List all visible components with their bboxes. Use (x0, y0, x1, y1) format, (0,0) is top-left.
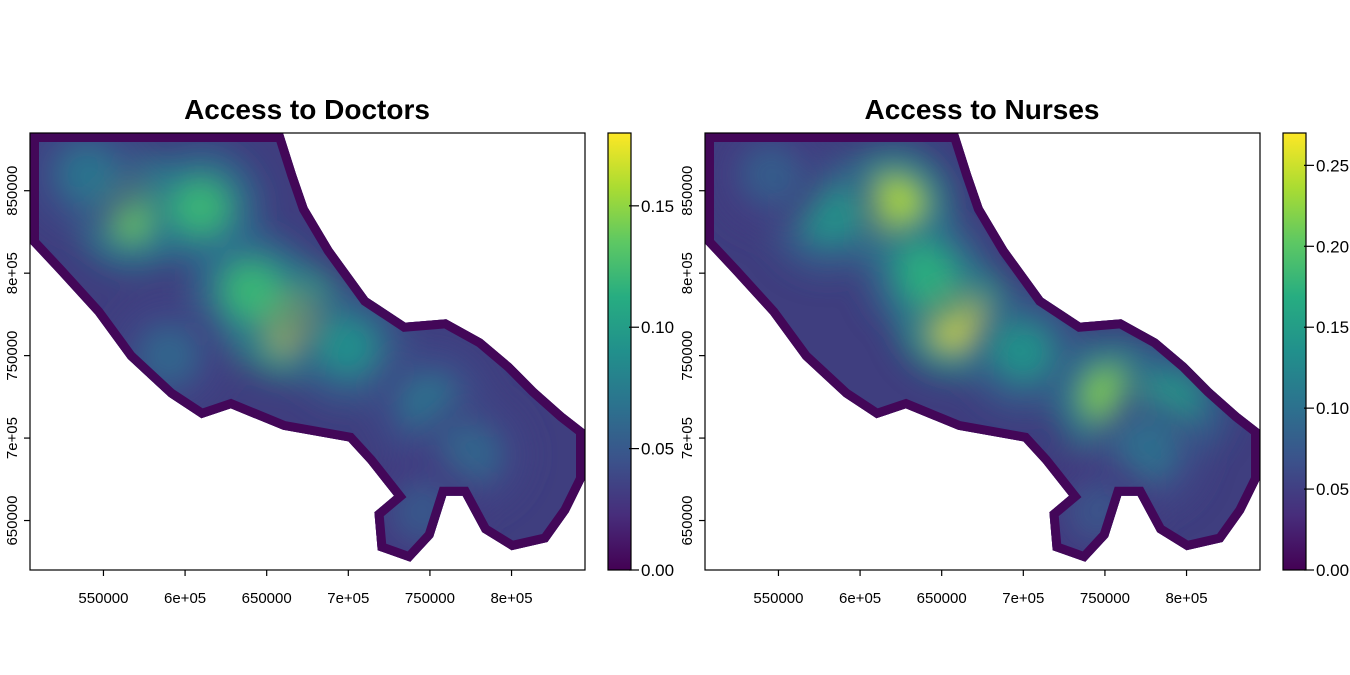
colorbar: 0.00 0.05 0.10 0.15 0.20 0.25 (1282, 132, 1349, 580)
panel-nurses: Access to Nurses 550000 6e+05 650000 7e+05 7… (679, 94, 1349, 607)
colorbar-tick-label: 0.05 (641, 440, 674, 459)
x-axis: 550000 6e+05 650000 7e+05 750000 8e+05 (78, 570, 533, 607)
chart-title: Access to Nurses (864, 94, 1099, 125)
chart-title: Access to Doctors (184, 94, 430, 125)
region-fill (705, 133, 1260, 562)
hotspot (171, 177, 232, 238)
x-tick-label: 750000 (405, 590, 455, 607)
x-tick-label: 7e+05 (1002, 590, 1044, 607)
hotspot (318, 317, 379, 378)
x-tick-label: 650000 (917, 590, 967, 607)
hotspot (57, 144, 118, 205)
colorbar-tick-label: 0.00 (1316, 561, 1349, 580)
hotspot (895, 243, 956, 304)
colorbar-gradient (607, 132, 632, 571)
colorbar-tick-label: 0.15 (641, 197, 674, 216)
y-tick-label: 650000 (4, 495, 21, 545)
colorbar-tick-label: 0.00 (641, 561, 674, 580)
colorbar-gradient (1282, 132, 1307, 571)
colorbar-tick-label: 0.15 (1316, 318, 1349, 337)
x-tick-label: 550000 (753, 590, 803, 607)
x-tick-label: 6e+05 (839, 590, 881, 607)
y-tick-label: 750000 (4, 331, 21, 381)
x-tick-label: 750000 (1080, 590, 1130, 607)
hotspot (220, 259, 281, 320)
x-axis: 550000 6e+05 650000 7e+05 750000 8e+05 (753, 570, 1208, 607)
y-tick-label: 850000 (4, 166, 21, 216)
y-tick-label: 750000 (679, 331, 696, 381)
y-axis: 650000 7e+05 750000 8e+05 850000 (4, 166, 30, 546)
x-tick-label: 8e+05 (490, 590, 532, 607)
y-tick-label: 8e+05 (679, 252, 696, 294)
colorbar-tick-label: 0.25 (1316, 156, 1349, 175)
access-surface (705, 133, 1260, 562)
hotspot (993, 322, 1054, 383)
colorbar-tick-label: 0.20 (1316, 237, 1349, 256)
x-tick-label: 6e+05 (164, 590, 206, 607)
x-tick-label: 8e+05 (1165, 590, 1207, 607)
hotspot (740, 144, 801, 205)
colorbar: 0.00 0.05 0.10 0.15 (607, 132, 674, 580)
y-axis: 650000 7e+05 750000 8e+05 850000 (679, 166, 705, 546)
y-tick-label: 8e+05 (4, 252, 21, 294)
y-tick-label: 7e+05 (679, 417, 696, 459)
x-tick-label: 7e+05 (327, 590, 369, 607)
y-tick-label: 7e+05 (4, 417, 21, 459)
y-tick-label: 650000 (679, 495, 696, 545)
panel-doctors: Access to Doctors 550000 6e+05 650000 7e+05… (4, 94, 674, 607)
plot-frame (704, 132, 1261, 571)
colorbar-tick-label: 0.10 (641, 318, 674, 337)
colorbar-tick-label: 0.05 (1316, 480, 1349, 499)
region-fill (30, 133, 585, 562)
plot-frame (29, 132, 586, 571)
colorbar-tick-label: 0.10 (1316, 399, 1349, 418)
access-surface (30, 133, 585, 562)
x-tick-label: 650000 (242, 590, 292, 607)
y-tick-label: 850000 (679, 166, 696, 216)
x-tick-label: 550000 (78, 590, 128, 607)
